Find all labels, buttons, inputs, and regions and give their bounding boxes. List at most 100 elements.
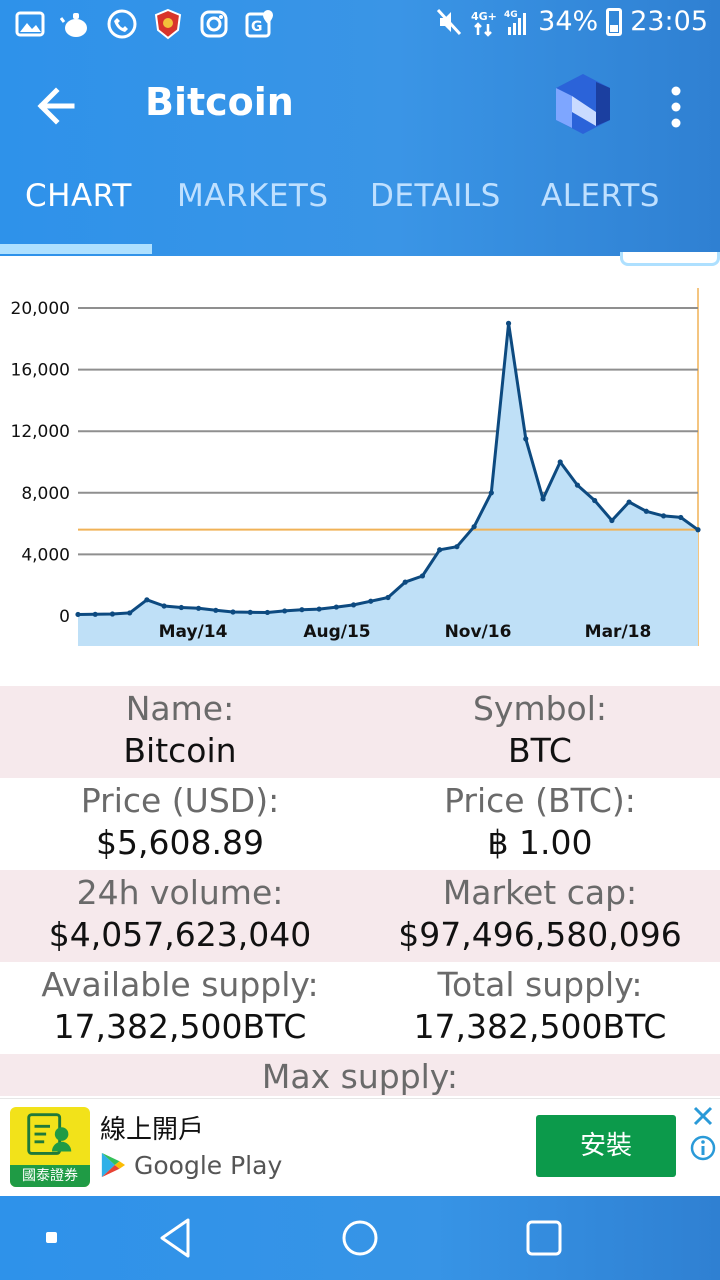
available-supply-value: 17,382,500BTC	[53, 1007, 307, 1046]
y-tick-label: 4,000	[21, 545, 70, 565]
app-bar: Bitcoin	[0, 58, 720, 154]
name-cell: Name: Bitcoin	[0, 686, 360, 778]
data-point	[195, 605, 202, 611]
data-point	[695, 527, 701, 533]
ad-banner[interactable]: 國泰證券 線上開戶 Google Play 安裝	[0, 1098, 720, 1196]
data-point	[127, 610, 133, 616]
symbol-label: Symbol:	[472, 689, 608, 728]
data-point	[454, 544, 460, 550]
data-point	[540, 496, 546, 502]
data-point	[350, 602, 357, 608]
coin-details: Name: Bitcoin Symbol: BTC Price (USD): $…	[0, 686, 720, 1096]
ad-app-icon: 國泰證券	[10, 1107, 90, 1187]
total-supply-cell: Total supply: 17,382,500BTC	[360, 962, 720, 1054]
ad-title: 線上開戶	[100, 1115, 205, 1145]
data-point	[161, 603, 167, 609]
data-point	[75, 611, 81, 618]
overflow-menu-button[interactable]	[660, 82, 692, 132]
volume-value: $4,057,623,040	[48, 915, 312, 954]
phone-icon	[106, 8, 138, 40]
price-chart[interactable]: 0 4,000 8,000 12,000 16,000 20,000 May/14 Aug/1…	[0, 280, 720, 660]
total-supply-value: 17,382,500BTC	[413, 1007, 667, 1046]
max-supply-label: Max supply:	[261, 1057, 459, 1096]
x-tick-label: May/14	[159, 622, 228, 642]
data-transfer-icon: 4G+	[470, 7, 497, 37]
ad-store-label: Google Play	[134, 1150, 283, 1180]
close-icon	[693, 1106, 713, 1126]
signal-icon: 4G	[504, 7, 530, 37]
data-point	[282, 608, 288, 614]
battery-icon	[606, 7, 623, 36]
data-point	[230, 609, 236, 615]
tab-indicator-edge	[620, 252, 720, 266]
details-row: 24h volume: $4,057,623,040 Market cap: $…	[0, 870, 720, 962]
price-btc-cell: Price (BTC): ฿ 1.00	[360, 778, 720, 870]
data-point	[178, 604, 184, 611]
data-point	[678, 514, 684, 521]
y-tick-label: 16,000	[11, 361, 70, 381]
battery-percent: 34%	[538, 6, 599, 37]
circle-home-icon	[342, 1220, 378, 1256]
name-label: Name:	[125, 689, 235, 728]
data-point	[333, 604, 339, 610]
volume-cell: 24h volume: $4,057,623,040	[0, 870, 360, 962]
nav-overview-button[interactable]	[516, 1212, 572, 1264]
data-point	[247, 609, 253, 615]
price-usd-value: $5,608.89	[96, 823, 264, 862]
name-value: Bitcoin	[123, 731, 237, 770]
details-row: Price (USD): $5,608.89 Price (BTC): ฿ 1.…	[0, 778, 720, 870]
square-overview-icon	[526, 1220, 562, 1256]
instagram-icon	[198, 8, 230, 40]
data-point	[316, 606, 322, 612]
ad-app-badge: 國泰證券	[10, 1165, 90, 1187]
price-area-fill	[78, 323, 698, 646]
ad-install-button[interactable]: 安裝	[536, 1115, 676, 1177]
shield-app-icon	[152, 8, 184, 40]
x-tick-label: Nov/16	[445, 622, 512, 642]
status-bar: G 4G+ 4G 34% 23:05	[0, 0, 720, 50]
available-supply-cell: Available supply: 17,382,500BTC	[0, 962, 360, 1054]
data-point	[609, 517, 615, 524]
back-button[interactable]	[26, 78, 86, 134]
nav-back-button[interactable]	[148, 1212, 204, 1264]
clock: 23:05	[630, 6, 708, 37]
price-usd-cell: Price (USD): $5,608.89	[0, 778, 360, 870]
data-point	[626, 499, 632, 505]
data-point	[299, 607, 305, 613]
available-supply-label: Available supply:	[41, 965, 319, 1004]
market-cap-cell: Market cap: $97,496,580,096	[360, 870, 720, 962]
google-play-icon	[101, 1152, 126, 1178]
y-tick-label: 12,000	[11, 422, 70, 442]
symbol-cell: Symbol: BTC	[360, 686, 720, 778]
nav-home-button[interactable]	[332, 1212, 388, 1264]
tab-details[interactable]: DETAILS	[370, 178, 501, 214]
tab-chart[interactable]: CHART	[25, 178, 132, 214]
system-nav-bar	[0, 1196, 720, 1280]
market-cap-value: $97,496,580,096	[398, 915, 682, 954]
data-point	[144, 597, 150, 603]
x-tick-label: Mar/18	[585, 622, 652, 642]
data-point	[488, 490, 494, 496]
data-point	[402, 579, 408, 585]
volume-label: 24h volume:	[76, 873, 284, 912]
nav-recent-dot-button[interactable]	[22, 1212, 78, 1264]
tab-alerts[interactable]: ALERTS	[541, 178, 660, 214]
details-row: Max supply:	[0, 1054, 720, 1096]
price-chart-svg: 0 4,000 8,000 12,000 16,000 20,000 May/14 Aug/1…	[11, 288, 701, 646]
y-tick-label: 0	[59, 607, 70, 627]
ad-info-button[interactable]	[688, 1133, 718, 1163]
data-point	[574, 482, 581, 488]
price-btc-value: ฿ 1.00	[487, 823, 593, 862]
arrow-left-icon	[37, 87, 75, 125]
page-title: Bitcoin	[145, 80, 294, 124]
svg-text:4G+: 4G+	[471, 10, 496, 23]
max-supply-cell: Max supply:	[0, 1054, 720, 1096]
data-point	[660, 513, 667, 519]
tab-markets[interactable]: MARKETS	[177, 178, 329, 214]
price-usd-label: Price (USD):	[80, 781, 280, 820]
ad-close-button[interactable]	[688, 1101, 718, 1131]
data-point	[419, 573, 426, 579]
data-point	[523, 436, 529, 442]
triangle-back-icon	[160, 1218, 190, 1258]
details-row: Available supply: 17,382,500BTC Total su…	[0, 962, 720, 1054]
